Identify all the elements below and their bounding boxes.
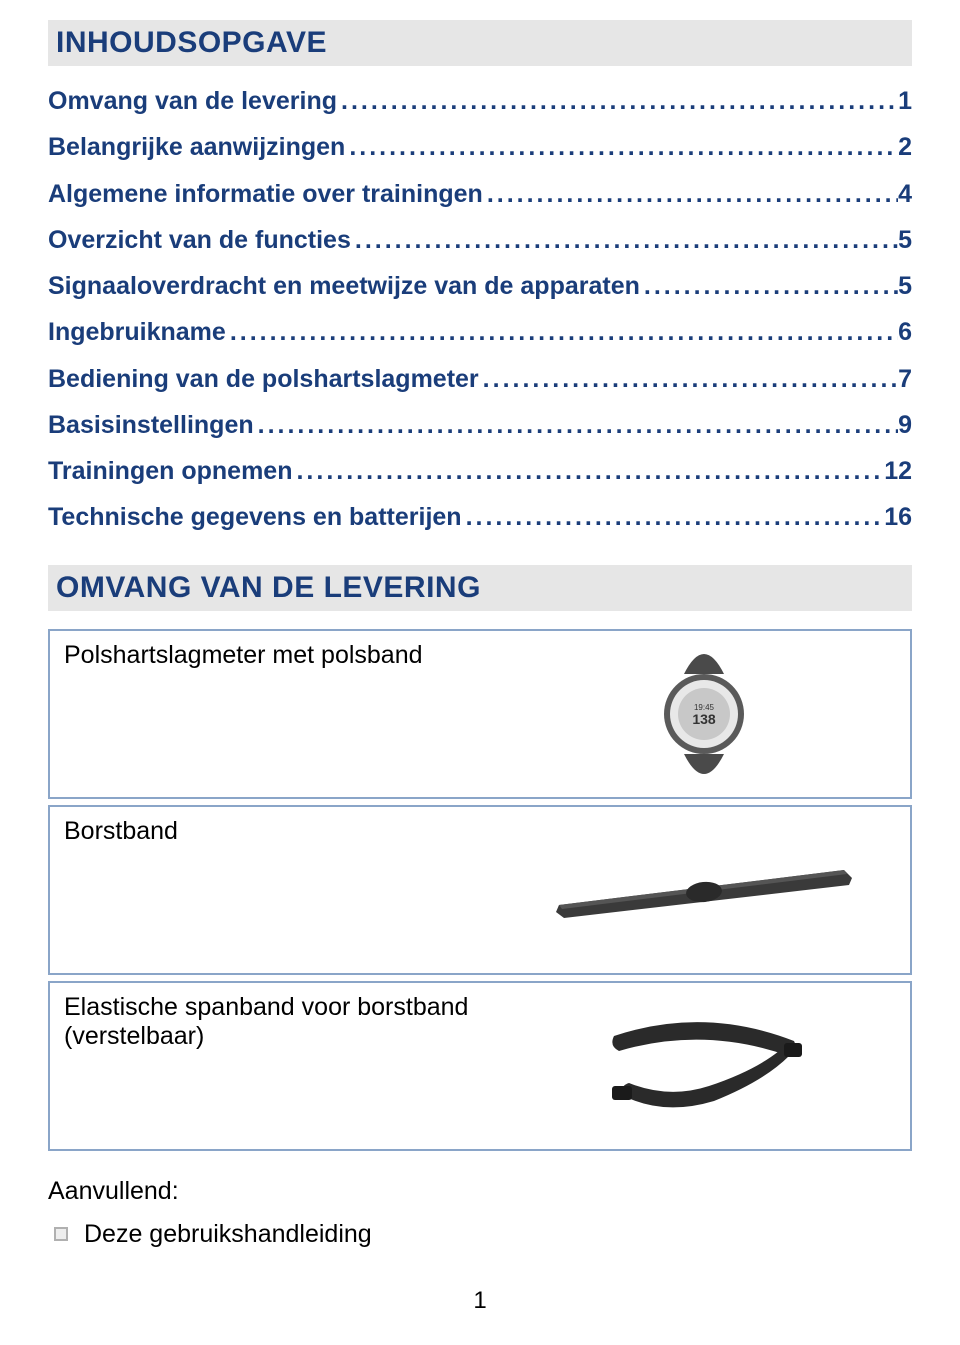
- additional-bullet-row: Deze gebruikshandleiding: [48, 1220, 912, 1249]
- toc-item: Overzicht van de functies 5: [48, 217, 912, 263]
- toc-item: Algemene informatie over trainingen 4: [48, 171, 912, 217]
- toc-title: INHOUDSOPGAVE: [56, 26, 904, 60]
- additional-heading: Aanvullend:: [48, 1177, 912, 1206]
- toc-label: Algemene informatie over trainingen: [48, 171, 483, 217]
- toc-label: Basisinstellingen: [48, 402, 254, 448]
- table-row: Polshartslagmeter met polsband 19:45 138: [48, 629, 912, 799]
- package-item-image: [497, 981, 912, 1151]
- package-item-image: [497, 805, 912, 975]
- table-row: Borstband: [48, 805, 912, 975]
- table-row: Elastische spanband voor borstband (vers…: [48, 981, 912, 1151]
- toc-leader-dots: [479, 356, 898, 402]
- toc-leader-dots: [254, 402, 898, 448]
- toc-page: 16: [884, 494, 912, 540]
- package-item-label: Borstband: [48, 805, 497, 975]
- additional-section: Aanvullend: Deze gebruikshandleiding: [48, 1177, 912, 1249]
- package-header: OMVANG VAN DE LEVERING: [48, 565, 912, 611]
- package-title: OMVANG VAN DE LEVERING: [56, 571, 904, 605]
- table-of-contents: Omvang van de levering 1 Belangrijke aan…: [48, 78, 912, 541]
- bullet-square-icon: [54, 1227, 68, 1241]
- toc-item: Ingebruikname 6: [48, 309, 912, 355]
- toc-item: Omvang van de levering 1: [48, 78, 912, 124]
- toc-page: 1: [898, 78, 912, 124]
- toc-label: Bediening van de polshartslagmeter: [48, 356, 479, 402]
- toc-item: Trainingen opnemen 12: [48, 448, 912, 494]
- toc-leader-dots: [640, 263, 898, 309]
- toc-item: Signaaloverdracht en meetwijze van de ap…: [48, 263, 912, 309]
- toc-item: Belangrijke aanwijzingen 2: [48, 124, 912, 170]
- toc-label: Technische gegevens en batterijen: [48, 494, 462, 540]
- toc-label: Belangrijke aanwijzingen: [48, 124, 345, 170]
- toc-item: Basisinstellingen 9: [48, 402, 912, 448]
- toc-leader-dots: [226, 309, 898, 355]
- toc-page: 7: [898, 356, 912, 402]
- package-item-image: 19:45 138: [497, 629, 912, 799]
- toc-leader-dots: [462, 494, 885, 540]
- toc-item: Technische gegevens en batterijen 16: [48, 494, 912, 540]
- toc-header: INHOUDSOPGAVE: [48, 20, 912, 66]
- page-number: 1: [48, 1287, 912, 1315]
- toc-item: Bediening van de polshartslagmeter 7: [48, 356, 912, 402]
- toc-leader-dots: [345, 124, 898, 170]
- toc-label: Trainingen opnemen: [48, 448, 292, 494]
- toc-page: 2: [898, 124, 912, 170]
- toc-page: 6: [898, 309, 912, 355]
- toc-label: Ingebruikname: [48, 309, 226, 355]
- package-contents-table: Polshartslagmeter met polsband 19:45 138…: [48, 623, 912, 1157]
- toc-page: 9: [898, 402, 912, 448]
- toc-leader-dots: [337, 78, 898, 124]
- chest-strap-icon: [544, 850, 864, 930]
- toc-label: Omvang van de levering: [48, 78, 337, 124]
- toc-leader-dots: [483, 171, 898, 217]
- watch-icon: 19:45 138: [634, 644, 774, 784]
- toc-leader-dots: [292, 448, 884, 494]
- elastic-strap-icon: [584, 1001, 824, 1131]
- svg-text:138: 138: [692, 711, 716, 727]
- toc-label: Overzicht van de functies: [48, 217, 351, 263]
- toc-leader-dots: [351, 217, 898, 263]
- toc-page: 5: [898, 217, 912, 263]
- toc-page: 12: [884, 448, 912, 494]
- toc-label: Signaaloverdracht en meetwijze van de ap…: [48, 263, 640, 309]
- package-item-label: Polshartslagmeter met polsband: [48, 629, 497, 799]
- toc-page: 4: [898, 171, 912, 217]
- toc-page: 5: [898, 263, 912, 309]
- additional-bullet-text: Deze gebruikshandleiding: [84, 1220, 372, 1249]
- package-item-label: Elastische spanband voor borstband (vers…: [48, 981, 497, 1151]
